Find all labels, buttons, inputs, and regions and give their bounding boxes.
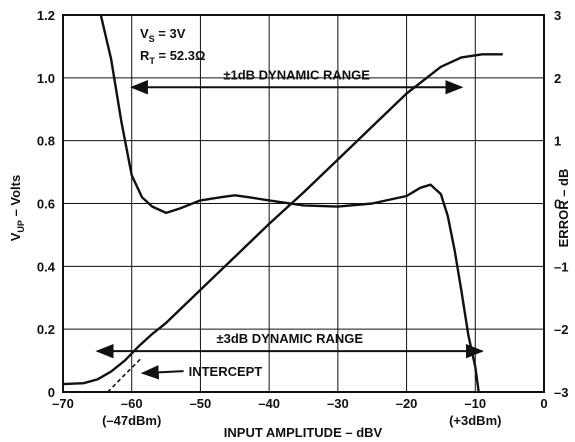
y-right-axis-title: ERROR – dB (556, 169, 571, 248)
x-tick-label: –50 (190, 396, 212, 411)
y-left-tick-label: 1.0 (37, 71, 55, 86)
x-tick-label: –70 (52, 396, 74, 411)
grid (62, 14, 545, 393)
y-left-tick-label: 1.2 (37, 8, 55, 23)
error-curve (99, 14, 480, 393)
y-left-tick-label: 0.8 (37, 134, 55, 149)
y-left-tick-label: 0.4 (37, 259, 56, 274)
series-group (62, 14, 503, 393)
vup-transfer-curve (62, 53, 503, 386)
intercept-label: INTERCEPT (189, 364, 263, 379)
intercept-extrapolation (107, 356, 143, 393)
y-left-tick-label: 0.6 (37, 197, 55, 212)
y-left-tick-label: 0.2 (37, 322, 55, 337)
y-left-tick-label: 0 (48, 385, 55, 400)
y-right-tick-label: 3 (554, 8, 561, 23)
y-right-tick-label: 1 (554, 134, 561, 149)
x-tick-label: –40 (258, 396, 280, 411)
y-right-tick-label: –1 (554, 259, 568, 274)
y-right-tick-label: –3 (554, 385, 568, 400)
range-1db-label: ±1dB DYNAMIC RANGE (223, 67, 370, 82)
y-right-tick-label: 0 (554, 197, 561, 212)
condition-vs: VS = 3V (140, 26, 186, 44)
plot-frame (62, 14, 545, 393)
x-tick-label: –30 (327, 396, 349, 411)
annotations: ±1dB DYNAMIC RANGE ±3dB DYNAMIC RANGE INTE… (95, 67, 484, 380)
y-right-tick-label: 2 (554, 71, 561, 86)
intercept-arrow (140, 365, 184, 380)
x-tick-label: –10 (464, 396, 486, 411)
condition-rt: RT = 52.3Ω (140, 48, 205, 66)
y-right-tick-label: –2 (554, 322, 568, 337)
x-dbm-label: (–47dBm) (102, 413, 161, 428)
tick-labels: –70 –60 –50 –40 –30 –20 –10 000.20.40.60.81.01.… (37, 8, 569, 428)
x-axis-title: INPUT AMPLITUDE – dBV (224, 425, 383, 440)
y-left-axis-title: VUP – Volts (8, 175, 26, 241)
x-tick-label: –20 (396, 396, 418, 411)
x-tick-label: 0 (540, 396, 547, 411)
range-3db-label: ±3dB DYNAMIC RANGE (216, 331, 363, 346)
x-dbm-label: (+3dBm) (449, 413, 501, 428)
x-tick-label: –60 (121, 396, 143, 411)
